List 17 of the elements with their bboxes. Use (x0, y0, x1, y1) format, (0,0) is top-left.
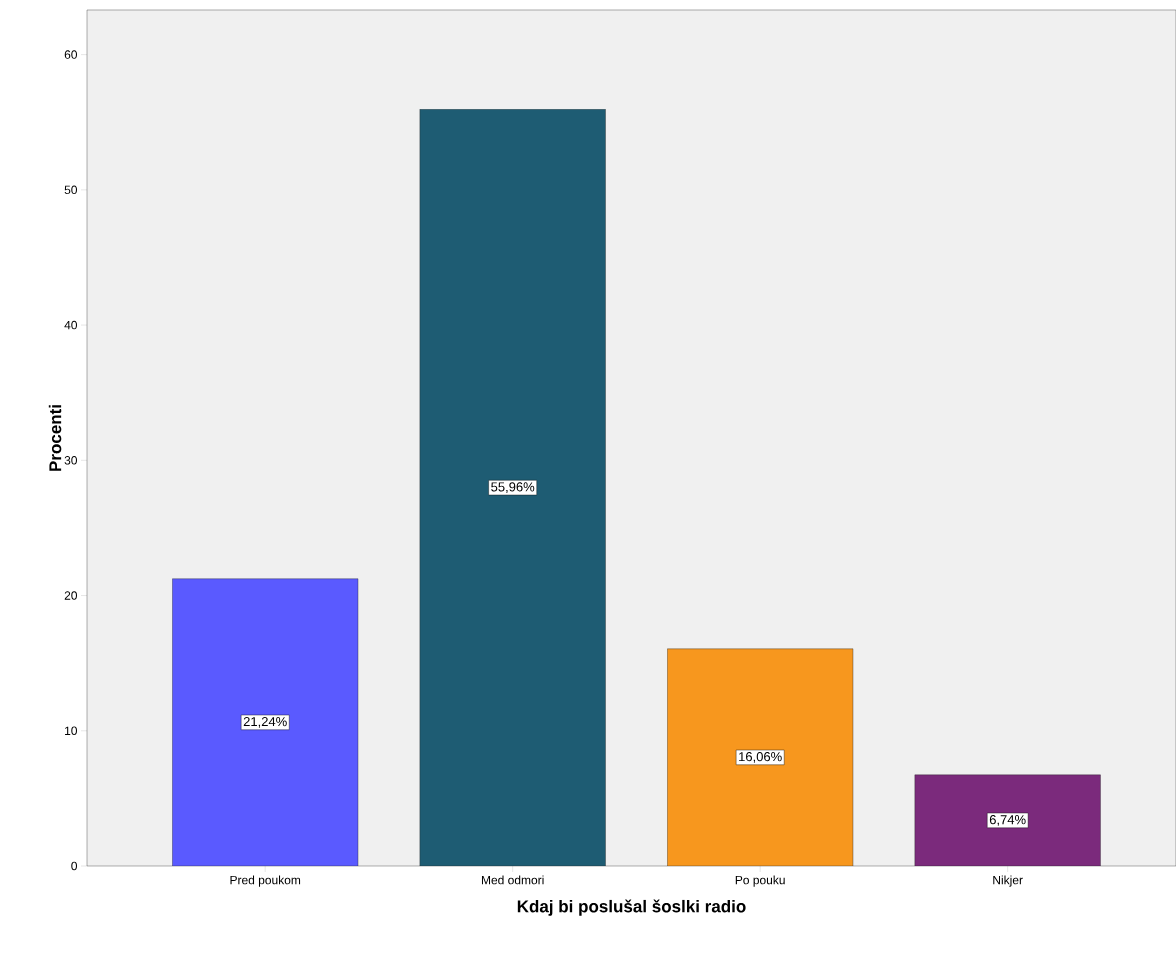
y-axis-title: Procenti (48, 405, 62, 471)
x-tick-label: Nikjer (993, 875, 1023, 887)
y-tick-label: 30 (64, 456, 78, 465)
data-label: 55,96% (491, 482, 535, 493)
x-axis-title: Kdaj bi poslušal šoslki radio (517, 899, 746, 916)
y-tick-label: 40 (64, 320, 78, 330)
y-tick-label: 10 (65, 726, 78, 736)
y-tick-label: 60 (64, 50, 78, 59)
x-tick-label: Po pouku (735, 875, 785, 887)
x-tick-label: Med odmori (481, 875, 544, 885)
y-tick-label: 20 (64, 591, 78, 600)
data-label: 21,24% (243, 717, 287, 728)
y-tick-label: 0 (71, 861, 78, 871)
data-label: 16,06% (739, 752, 782, 763)
y-tick-label: 50 (64, 185, 78, 195)
data-label: 6,74% (989, 815, 1026, 826)
x-tick-label: Pred poukom (230, 875, 301, 887)
